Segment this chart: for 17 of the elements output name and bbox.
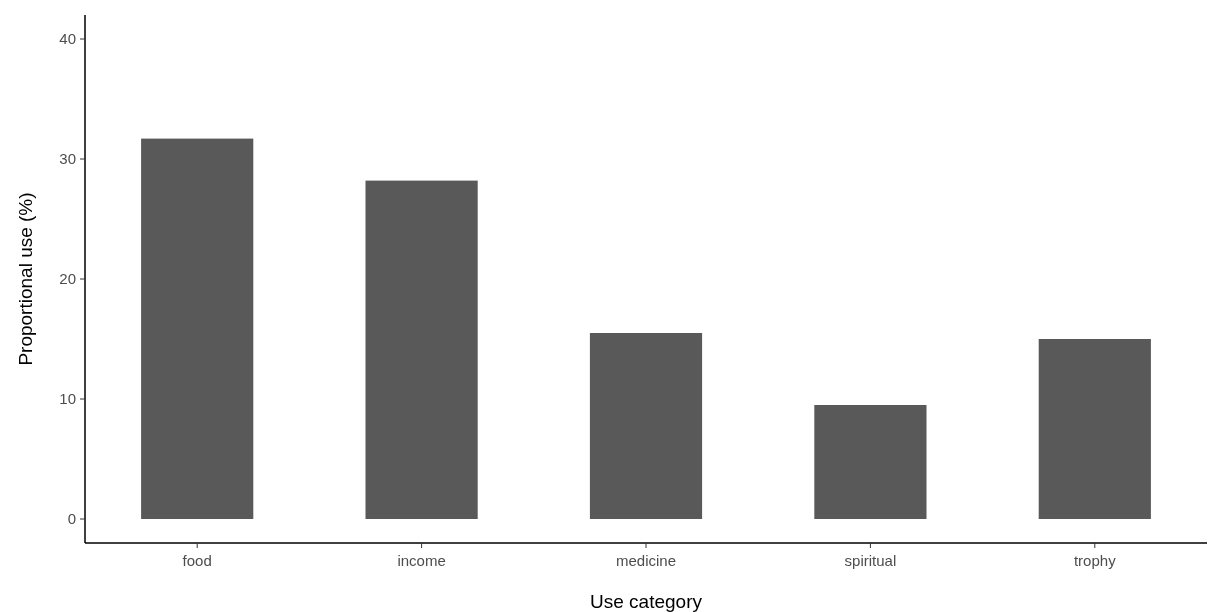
bar [1038,339,1151,519]
x-tick-label: medicine [615,552,677,569]
x-tick-label: income [397,552,446,569]
bar [141,138,254,519]
x-tick-label: food [182,552,212,569]
y-tick-label: 10 [59,390,76,408]
bar [365,180,478,519]
x-axis-title: Use category [590,591,703,612]
y-tick-label: 40 [59,30,76,48]
x-tick-label: trophy [1073,552,1117,569]
y-axis-title: Proportional use (%) [15,192,36,366]
y-tick-label: 30 [59,150,76,168]
bar [814,405,927,519]
bar [589,333,703,519]
y-tick-label: 20 [59,270,76,288]
y-tick-label: 0 [67,510,76,528]
x-tick-label: spiritual [844,552,897,569]
